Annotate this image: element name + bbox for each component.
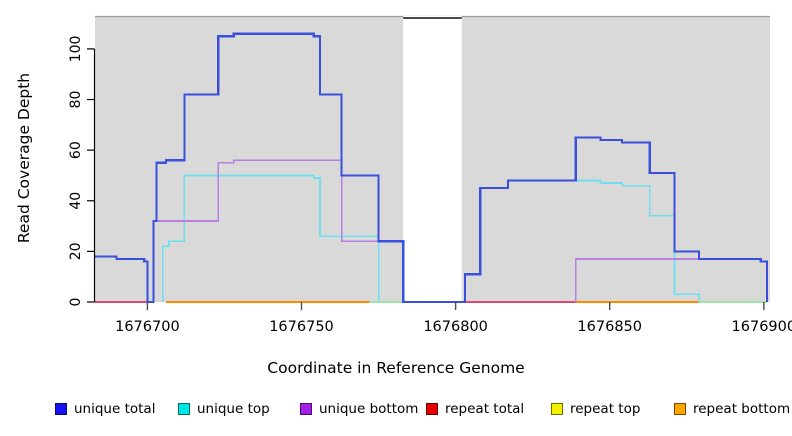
legend-label: unique top xyxy=(197,401,270,417)
legend-label: repeat bottom xyxy=(693,401,791,417)
legend-item-unique-total: unique total xyxy=(55,401,155,417)
legend-swatch-icon xyxy=(55,403,67,415)
legend-swatch-icon xyxy=(426,403,438,415)
legend-swatch-icon xyxy=(300,403,312,415)
x-tick-label: 1676750 xyxy=(269,319,334,335)
legend-item-repeat-top: repeat top xyxy=(551,401,640,417)
y-tick-label: 20 xyxy=(68,242,84,260)
legend: unique total unique top unique bottom repea… xyxy=(0,401,792,423)
series-unique-total xyxy=(95,32,768,304)
y-tick-label: 40 xyxy=(68,192,84,210)
y-tick-label: 80 xyxy=(68,91,84,109)
y-tick-label: 100 xyxy=(68,36,84,63)
legend-label: repeat top xyxy=(570,401,641,417)
y-tick-label: 0 xyxy=(68,298,84,307)
legend-label: unique bottom xyxy=(319,401,419,417)
series-unique-top xyxy=(162,174,380,302)
x-axis-title: Coordinate in Reference Genome xyxy=(267,359,525,377)
legend-item-repeat-bottom: repeat bottom xyxy=(674,401,790,417)
x-tick-label: 1676800 xyxy=(423,319,488,335)
no-data-gap-band xyxy=(403,16,462,302)
legend-item-unique-top: unique top xyxy=(178,401,270,417)
legend-label: unique total xyxy=(74,401,156,417)
legend-label: repeat total xyxy=(445,401,525,417)
legend-item-unique-bottom: unique bottom xyxy=(300,401,418,417)
x-tick-label: 1676850 xyxy=(577,319,642,335)
x-tick-label: 1676700 xyxy=(115,319,180,335)
x-tick-label: 1676900 xyxy=(732,319,792,335)
legend-item-repeat-total: repeat total xyxy=(426,401,524,417)
y-tick-label: 60 xyxy=(68,141,84,159)
legend-swatch-icon xyxy=(178,403,190,415)
legend-swatch-icon xyxy=(674,403,686,415)
legend-swatch-icon xyxy=(551,403,563,415)
y-axis-title: Read Coverage Depth xyxy=(15,72,33,244)
